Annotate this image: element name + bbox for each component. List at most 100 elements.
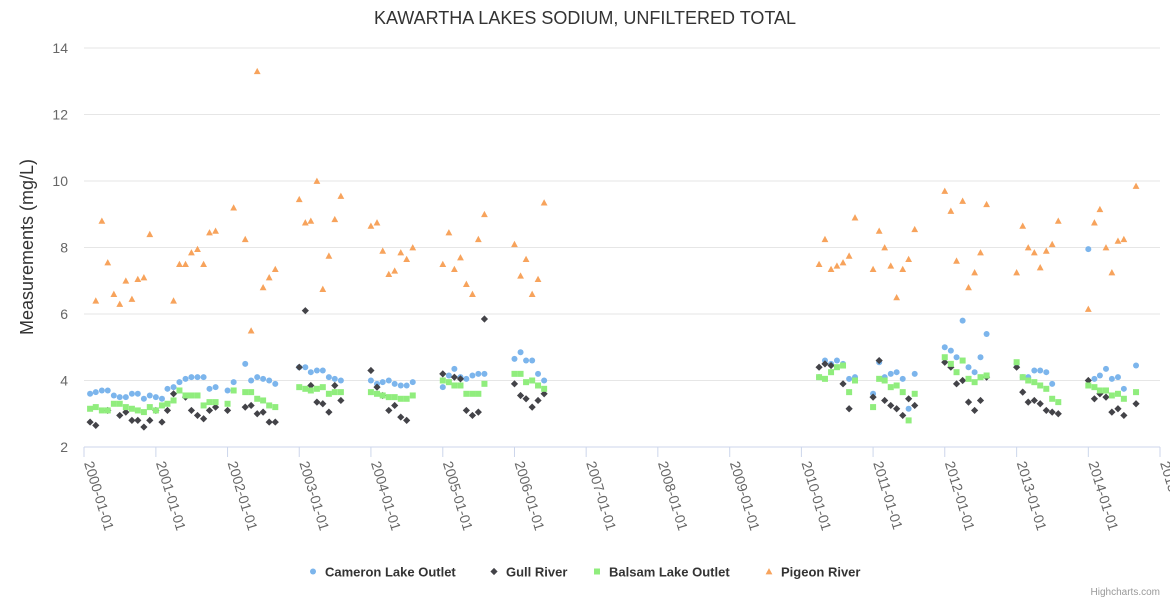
data-point [331, 375, 338, 382]
data-point [1133, 389, 1140, 396]
data-point [827, 361, 835, 370]
x-tick-label: 2010-01-01 [799, 459, 835, 532]
data-point [451, 365, 458, 372]
data-point [128, 405, 135, 412]
data-point [1114, 237, 1122, 244]
data-point [128, 416, 136, 424]
data-point [374, 390, 381, 397]
data-point [146, 416, 154, 424]
data-point [164, 385, 171, 392]
data-point [469, 372, 476, 379]
gridlines [84, 47, 1160, 381]
data-point [1091, 219, 1098, 226]
data-point [319, 367, 326, 374]
data-point [391, 401, 399, 410]
credits-link[interactable]: Highcharts.com [1091, 587, 1160, 598]
data-point [469, 390, 476, 397]
data-point [1132, 182, 1140, 189]
data-point [385, 270, 393, 277]
legend-marker-circle-icon [310, 568, 316, 575]
data-point [104, 387, 111, 394]
data-point [146, 404, 153, 411]
data-point [1043, 369, 1050, 376]
data-point [439, 260, 447, 268]
data-point [199, 415, 208, 423]
data-point [523, 357, 530, 364]
data-point [116, 394, 123, 401]
data-point [385, 406, 393, 415]
data-point [260, 397, 267, 404]
data-point [887, 384, 894, 391]
data-point [1114, 390, 1121, 397]
data-point [302, 385, 309, 392]
data-point [158, 418, 166, 426]
data-point [331, 389, 338, 396]
data-point [540, 390, 548, 398]
y-tick-label: 14 [52, 40, 68, 56]
data-point [1037, 367, 1044, 374]
legend-item-balsam-lake-outlet[interactable]: Balsam Lake Outlet [594, 565, 730, 580]
data-point [846, 375, 853, 382]
data-point [457, 382, 464, 389]
data-point [271, 265, 279, 273]
data-point [1132, 400, 1140, 408]
data-point [212, 399, 219, 406]
data-point [869, 265, 877, 273]
data-point [230, 387, 237, 394]
data-point [893, 382, 900, 389]
data-point [845, 252, 853, 259]
data-point [98, 217, 106, 224]
data-point [1054, 410, 1062, 418]
data-point [1013, 269, 1021, 276]
data-point [110, 392, 117, 399]
legend-label: Balsam Lake Outlet [609, 565, 730, 580]
legend-item-gull-river[interactable]: Gull River [490, 565, 567, 580]
data-point [87, 405, 94, 412]
data-point [523, 379, 530, 386]
data-point [313, 177, 321, 184]
x-tick-label: 2000-01-01 [81, 459, 117, 532]
data-point [881, 396, 889, 405]
data-point [266, 402, 273, 409]
data-point [439, 377, 446, 384]
data-point [439, 370, 447, 378]
data-point [1048, 408, 1056, 416]
data-point [188, 392, 195, 399]
data-point [481, 380, 488, 387]
data-point [223, 406, 232, 415]
data-point [881, 377, 888, 384]
x-tick-label: 2009-01-01 [727, 459, 763, 532]
data-point [541, 377, 548, 384]
x-tick-label: 2007-01-01 [583, 459, 619, 532]
legend-marker-diamond-icon [490, 567, 498, 576]
data-point [1102, 365, 1109, 372]
data-point [976, 396, 985, 405]
data-point [128, 390, 135, 397]
legend-item-pigeon-river[interactable]: Pigeon River [765, 565, 861, 580]
data-point [337, 192, 345, 199]
data-point [206, 399, 213, 406]
data-point [122, 394, 129, 401]
data-point [205, 406, 214, 415]
data-point [224, 387, 231, 394]
data-point [1102, 244, 1110, 251]
data-point [971, 369, 978, 376]
legend-item-cameron-lake-outlet[interactable]: Cameron Lake Outlet [310, 565, 456, 580]
data-point [1091, 375, 1098, 382]
data-point [983, 330, 990, 337]
legend-marker-triangle-icon [765, 568, 773, 575]
data-point [152, 407, 159, 414]
y-tick-label: 4 [60, 373, 68, 389]
data-point [469, 290, 476, 297]
data-point [331, 381, 339, 390]
data-point [1133, 362, 1140, 369]
data-point [271, 418, 279, 426]
data-point [964, 398, 973, 406]
data-point [247, 401, 255, 410]
data-point [911, 225, 919, 233]
data-point [92, 421, 100, 429]
data-point [1042, 406, 1050, 415]
data-point [265, 418, 273, 426]
